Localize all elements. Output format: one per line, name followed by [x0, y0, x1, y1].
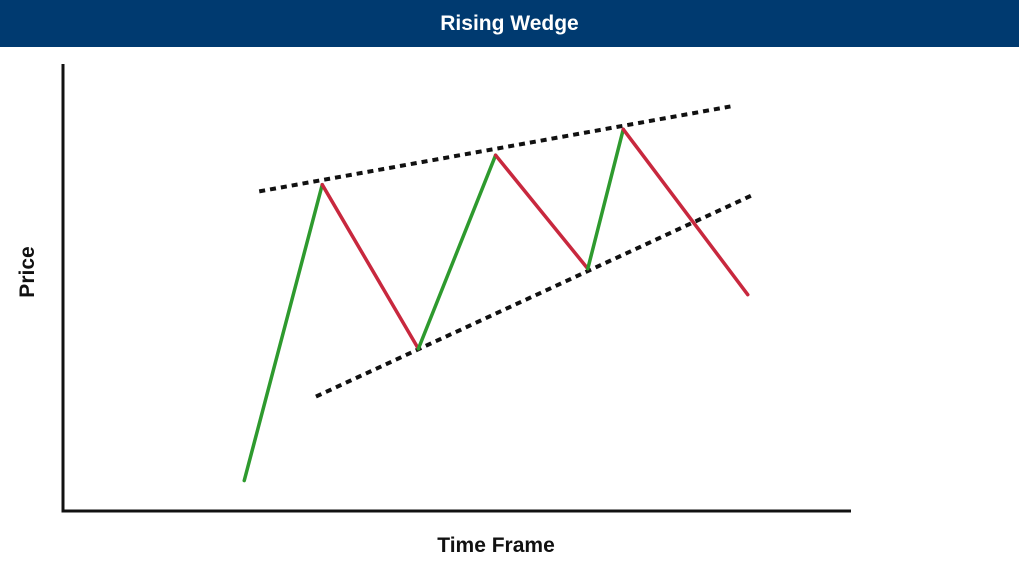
up-segment	[242, 182, 325, 483]
chart-title: Rising Wedge	[440, 11, 579, 35]
x-axis-label: Time Frame	[437, 534, 555, 557]
price-segments	[242, 127, 750, 483]
up-segment	[586, 127, 626, 271]
up-segment	[416, 153, 498, 351]
support-trendline	[315, 193, 753, 399]
down-segment	[621, 127, 750, 297]
resistance-trendline	[258, 104, 731, 194]
title-bar: Rising Wedge	[0, 0, 1019, 47]
down-segment	[320, 182, 421, 351]
y-axis-label: Price	[16, 246, 39, 297]
down-segment	[493, 153, 590, 271]
trendlines	[258, 104, 753, 399]
